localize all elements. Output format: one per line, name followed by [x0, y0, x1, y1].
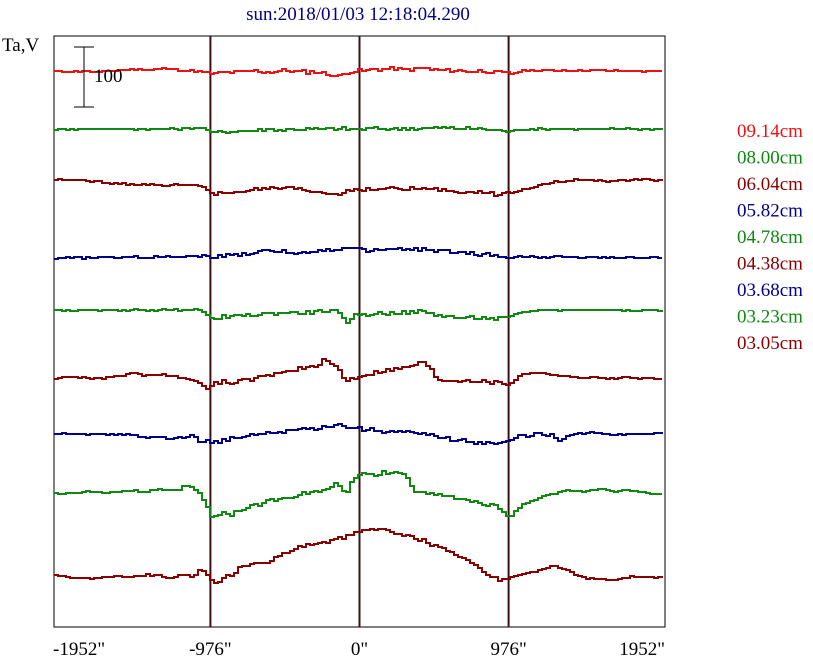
series-line-03-05cm [54, 528, 663, 584]
series-layer [54, 66, 663, 584]
legend-entry: 03.05cm [737, 333, 803, 354]
series-line-03-23cm [54, 470, 662, 518]
legend-entry: 09.14cm [737, 121, 803, 142]
x-tick-labels: -1952" -976" 0" 976" 1952" [53, 639, 665, 660]
legend-entry: 05.82cm [737, 201, 803, 222]
x-tick-label: 1952" [619, 639, 665, 660]
series-line-04-78cm [54, 308, 663, 324]
y-axis-label: Ta,V [2, 35, 39, 56]
legend-entry: 03.23cm [737, 307, 803, 328]
x-tick-label: -976" [189, 639, 232, 660]
vertical-reference-lines [209, 36, 510, 627]
series-line-03-68cm [54, 423, 663, 445]
series-line-09-14cm [54, 66, 662, 77]
series-line-04-38cm [54, 358, 662, 390]
x-tick-label: -1952" [53, 639, 105, 660]
legend-entry: 03.68cm [737, 280, 803, 301]
series-line-08-00cm [54, 126, 663, 134]
legend-entry: 06.04cm [737, 174, 803, 195]
legend-entry: 04.38cm [737, 254, 803, 275]
scale-bar-label: 100 [94, 66, 123, 87]
x-tick-label: 0" [351, 639, 368, 660]
scale-bar: 100 [74, 46, 123, 108]
chart-title: sun:2018/01/03 12:18:04.290 [246, 4, 470, 25]
legend: 09.14cm 08.00cm 06.04cm 05.82cm 04.78cm 04.38… [737, 121, 803, 354]
legend-entry: 04.78cm [737, 227, 803, 248]
series-line-05-82cm [54, 247, 662, 260]
series-line-06-04cm [54, 178, 663, 197]
x-tick-label: 976" [490, 639, 526, 660]
legend-entry: 08.00cm [737, 148, 803, 169]
